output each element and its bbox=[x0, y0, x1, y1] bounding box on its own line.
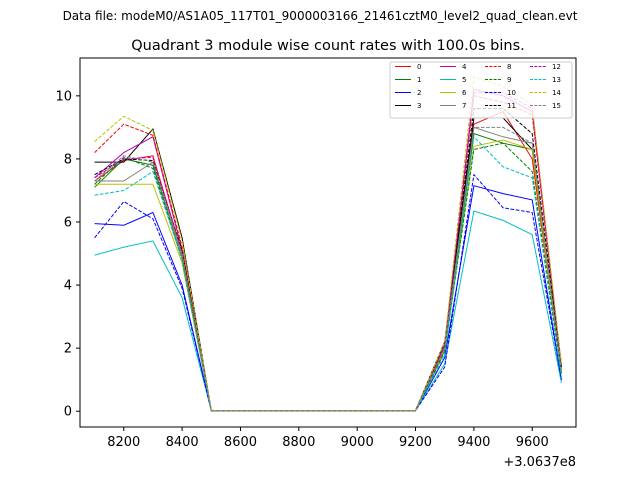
legend-label-6: 6 bbox=[462, 89, 467, 97]
legend-label-7: 7 bbox=[462, 102, 466, 110]
legend-label-1: 1 bbox=[417, 76, 421, 84]
legend-label-14: 14 bbox=[552, 89, 561, 97]
y-tick-label: 0 bbox=[64, 405, 72, 420]
legend-label-12: 12 bbox=[552, 63, 561, 71]
x-axis-offset-label: +3.0637e8 bbox=[503, 455, 576, 470]
legend-label-11: 11 bbox=[507, 102, 516, 110]
y-tick-label: 2 bbox=[64, 342, 72, 357]
y-tick-label: 8 bbox=[64, 152, 72, 167]
legend-label-13: 13 bbox=[552, 76, 561, 84]
series-line-15 bbox=[94, 126, 562, 412]
chart-title: Quadrant 3 module wise count rates with … bbox=[131, 38, 525, 54]
legend-label-2: 2 bbox=[417, 89, 421, 97]
y-tick-label: 10 bbox=[55, 89, 72, 104]
legend-label-9: 9 bbox=[507, 76, 511, 84]
x-tick-label: 9200 bbox=[399, 435, 432, 450]
legend-label-0: 0 bbox=[417, 63, 421, 71]
axes-frame bbox=[79, 57, 577, 428]
legend-label-8: 8 bbox=[507, 63, 511, 71]
x-tick-label: 8800 bbox=[282, 435, 315, 450]
y-tick-label: 4 bbox=[64, 279, 72, 294]
x-tick-label: 8400 bbox=[166, 435, 199, 450]
x-axis: 8200 8400 8600 8800 9000 9200 9400 9600 bbox=[107, 427, 549, 450]
figure-suptitle: Data file: modeM0/AS1A05_117T01_90000031… bbox=[63, 9, 578, 23]
legend-frame bbox=[389, 61, 573, 119]
x-tick-label: 9600 bbox=[516, 435, 549, 450]
y-tick-label: 6 bbox=[64, 216, 72, 231]
x-tick-label: 8200 bbox=[107, 435, 140, 450]
legend-label-10: 10 bbox=[507, 89, 516, 97]
legend-label-3: 3 bbox=[417, 102, 421, 110]
x-tick-label: 9400 bbox=[457, 435, 490, 450]
series-line-8 bbox=[94, 95, 562, 412]
legend-label-5: 5 bbox=[462, 76, 466, 84]
x-tick-label: 8600 bbox=[224, 435, 257, 450]
y-axis: 0 2 4 6 8 10 bbox=[55, 89, 80, 420]
legend-label-4: 4 bbox=[462, 63, 467, 71]
x-tick-label: 9000 bbox=[341, 435, 374, 450]
legend-label-15: 15 bbox=[552, 102, 561, 110]
